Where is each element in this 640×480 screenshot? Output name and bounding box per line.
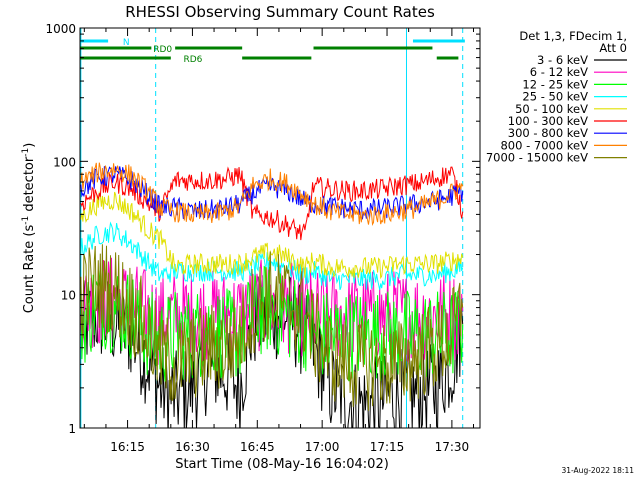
plot-area: N RD0 RD6 [80, 28, 465, 428]
x-tick-label: 16:30 [175, 440, 210, 454]
flag-label-rd0: RD0 [153, 45, 172, 55]
series-line-100to300keV [80, 166, 464, 241]
legend-label: 25 - 50 keV [522, 90, 588, 104]
y-tick-label: 100 [53, 155, 76, 169]
y-tick-label: 1000 [45, 22, 76, 36]
legend-header-line1: Det 1,3, FDecim 1, [519, 29, 627, 43]
series-line-25to50keV [80, 221, 464, 290]
series-line-50to100keV [80, 191, 464, 280]
legend-label: 300 - 800 keV [508, 126, 588, 140]
x-tick-label: 17:30 [435, 440, 470, 454]
flag-label-n: N [123, 38, 130, 48]
legend-label: 7000 - 15000 keV [486, 151, 588, 165]
series-line-7000to15000keV [80, 244, 464, 411]
plot-frame [79, 27, 481, 429]
chart-title: RHESSI Observing Summary Count Rates [125, 3, 435, 21]
series-line-800to7000keV [80, 162, 464, 226]
timestamp: 31-Aug-2022 18:11 [561, 466, 634, 475]
x-tick-label: 17:15 [370, 440, 405, 454]
legend-label: 12 - 25 keV [522, 77, 588, 91]
y-label-part2: detector [22, 156, 37, 216]
y-tick-label: 10 [61, 289, 76, 303]
series-line-6to12keV [80, 257, 464, 365]
legend-label: 100 - 300 keV [508, 114, 588, 128]
y-label-sup2: -1 [21, 148, 31, 157]
legend-label: 800 - 7000 keV [500, 138, 588, 152]
y-tick-label: 1 [68, 422, 76, 436]
flag-label-rd6: RD6 [183, 55, 202, 65]
legend-label: 6 - 12 keV [530, 65, 588, 79]
y-label-sup1: -1 [21, 216, 31, 225]
x-tick-label: 16:15 [110, 440, 145, 454]
y-axis-label: Count Rate (s-1 detector-1) [21, 143, 37, 314]
legend-label: 50 - 100 keV [515, 102, 588, 116]
y-label-part1: Count Rate (s [22, 225, 37, 314]
legend-header-line2: Att 0 [599, 41, 627, 55]
x-tick-label: 16:45 [240, 440, 275, 454]
x-axis-label: Start Time (08-May-16 16:04:02) [175, 457, 389, 472]
x-axis: 16:15 16:30 16:45 17:00 17:15 17:30 [83, 28, 475, 454]
legend-label: 3 - 6 keV [537, 53, 588, 67]
y-label-part3: ) [22, 143, 37, 148]
x-tick-label: 17:00 [305, 440, 340, 454]
y-axis: 1 10 100 1000 [45, 22, 480, 436]
